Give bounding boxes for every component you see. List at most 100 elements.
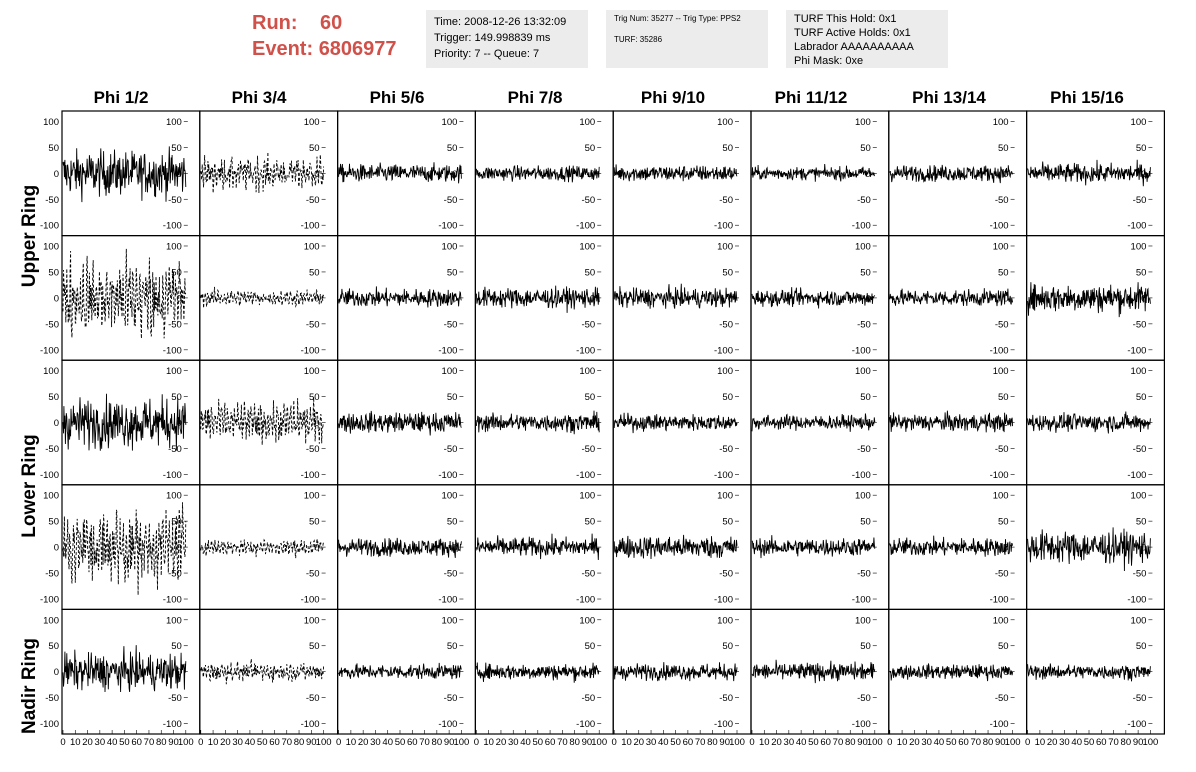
y-tick-label: 100 <box>579 241 595 252</box>
x-tick-label: 10 <box>346 737 357 748</box>
y-tick-label: -50 <box>168 569 182 580</box>
waveform-trace-r1-c2 <box>338 286 462 308</box>
y-tick-label: -100 <box>990 595 1009 606</box>
labrador-text: Labrador AAAAAAAAAA <box>794 41 914 53</box>
y-tick-label: -100 <box>852 595 871 606</box>
y-tick-label: 50 <box>171 641 182 652</box>
y-tick-label-left: 50 <box>48 641 59 652</box>
x-tick-label: 0 <box>749 737 754 748</box>
x-tick-label: 0 <box>612 737 617 748</box>
x-tick-label: 80 <box>156 737 167 748</box>
y-tick-label: 100 <box>442 366 458 377</box>
y-tick-label: 0 <box>314 667 319 678</box>
y-tick-label: 50 <box>1136 392 1147 403</box>
y-tick-label: -50 <box>444 444 458 455</box>
y-tick-label: 50 <box>722 267 733 278</box>
x-tick-label: 100 <box>867 737 883 748</box>
y-tick-label: 50 <box>309 267 320 278</box>
x-tick-label: 60 <box>407 737 418 748</box>
y-tick-label: -100 <box>1127 345 1146 356</box>
x-tick-label: 0 <box>198 737 203 748</box>
y-tick-label: 50 <box>1136 641 1147 652</box>
y-tick-label: 0 <box>314 169 319 180</box>
x-tick-label: 30 <box>370 737 381 748</box>
x-tick-label: 70 <box>833 737 844 748</box>
y-tick-label: 50 <box>722 392 733 403</box>
y-tick-label-left: 50 <box>48 392 59 403</box>
x-tick-label: 20 <box>771 737 782 748</box>
y-tick-label: -100 <box>438 719 457 730</box>
y-tick-label: -50 <box>995 319 1009 330</box>
y-tick-label: -100 <box>301 719 320 730</box>
y-tick-label: 100 <box>1131 615 1147 626</box>
waveform-trace-r3-c3 <box>475 533 600 561</box>
y-tick-label: -50 <box>857 569 871 580</box>
x-tick-label: 20 <box>358 737 369 748</box>
y-tick-label: -100 <box>163 470 182 481</box>
waveform-trace-r4-c3 <box>475 662 600 683</box>
x-tick-label: 50 <box>670 737 681 748</box>
x-tick-label: 0 <box>336 737 341 748</box>
y-tick-label: 100 <box>1131 366 1147 377</box>
y-tick-label: 0 <box>177 543 182 554</box>
y-tick-label: 50 <box>998 392 1009 403</box>
x-tick-label: 10 <box>1035 737 1046 748</box>
y-tick-label: -100 <box>438 595 457 606</box>
x-tick-label: 90 <box>306 737 317 748</box>
y-tick-label: -100 <box>438 221 457 232</box>
y-tick-label: -100 <box>714 345 733 356</box>
waveform-trace-r2-c0 <box>62 393 187 451</box>
y-tick-label-left: 100 <box>43 366 59 377</box>
y-tick-label: -100 <box>576 719 595 730</box>
y-tick-label: 0 <box>590 667 595 678</box>
y-tick-label-left: -100 <box>40 470 59 481</box>
y-tick-label-left: -100 <box>40 595 59 606</box>
x-tick-label: 40 <box>1071 737 1082 748</box>
x-tick-label: 40 <box>245 737 256 748</box>
trig-num-text: Trig Num: 35277 -- Trig Type: PPS2 <box>614 14 741 23</box>
waveform-trace-r2-c2 <box>338 410 462 436</box>
y-tick-label: -100 <box>163 345 182 356</box>
waveform-trace-r4-c5 <box>751 659 876 684</box>
x-tick-label: 40 <box>520 737 531 748</box>
y-tick-label: 100 <box>304 366 320 377</box>
turf-active-holds-text: TURF Active Holds: 0x1 <box>794 27 911 39</box>
y-tick-label-left: 0 <box>54 293 59 304</box>
y-tick-label: -50 <box>444 195 458 206</box>
x-tick-label: 10 <box>621 737 632 748</box>
x-tick-label: 100 <box>178 737 194 748</box>
y-tick-label: 100 <box>717 366 733 377</box>
x-tick-label: 50 <box>1084 737 1095 748</box>
waveform-trace-r4-c4 <box>613 662 738 682</box>
waveform-trace-r2-c5 <box>751 413 876 432</box>
y-tick-label: 100 <box>855 366 871 377</box>
y-tick-label: -100 <box>438 345 457 356</box>
y-tick-label: 100 <box>1131 241 1147 252</box>
y-tick-label: -100 <box>301 221 320 232</box>
x-tick-label: 20 <box>82 737 93 748</box>
y-tick-label: 0 <box>314 418 319 429</box>
y-tick-label: -50 <box>1133 195 1147 206</box>
y-tick-label: 0 <box>314 293 319 304</box>
col-header-phi-3-4: Phi 3/4 <box>231 88 287 107</box>
y-tick-label-left: -100 <box>40 221 59 232</box>
col-header-phi-15-16: Phi 15/16 <box>1050 88 1124 107</box>
y-tick-label: -50 <box>1133 319 1147 330</box>
waveform-trace-r2-c4 <box>613 412 738 434</box>
y-tick-label: -50 <box>306 444 320 455</box>
y-tick-label: -100 <box>852 470 871 481</box>
y-tick-label: -100 <box>990 719 1009 730</box>
turf-info-box: TURF This Hold: 0x1 TURF Active Holds: 0… <box>786 10 948 68</box>
x-tick-label: 70 <box>970 737 981 748</box>
x-tick-label: 80 <box>707 737 718 748</box>
y-tick-label: -100 <box>852 345 871 356</box>
y-tick-label: -100 <box>163 595 182 606</box>
y-tick-label: 100 <box>855 117 871 128</box>
y-tick-label-left: -100 <box>40 719 59 730</box>
y-tick-label: -100 <box>163 719 182 730</box>
y-tick-label: -100 <box>576 595 595 606</box>
y-tick-label: 100 <box>166 366 182 377</box>
y-tick-label: -50 <box>995 444 1009 455</box>
y-tick-label: -100 <box>1127 470 1146 481</box>
y-tick-label: 100 <box>304 241 320 252</box>
